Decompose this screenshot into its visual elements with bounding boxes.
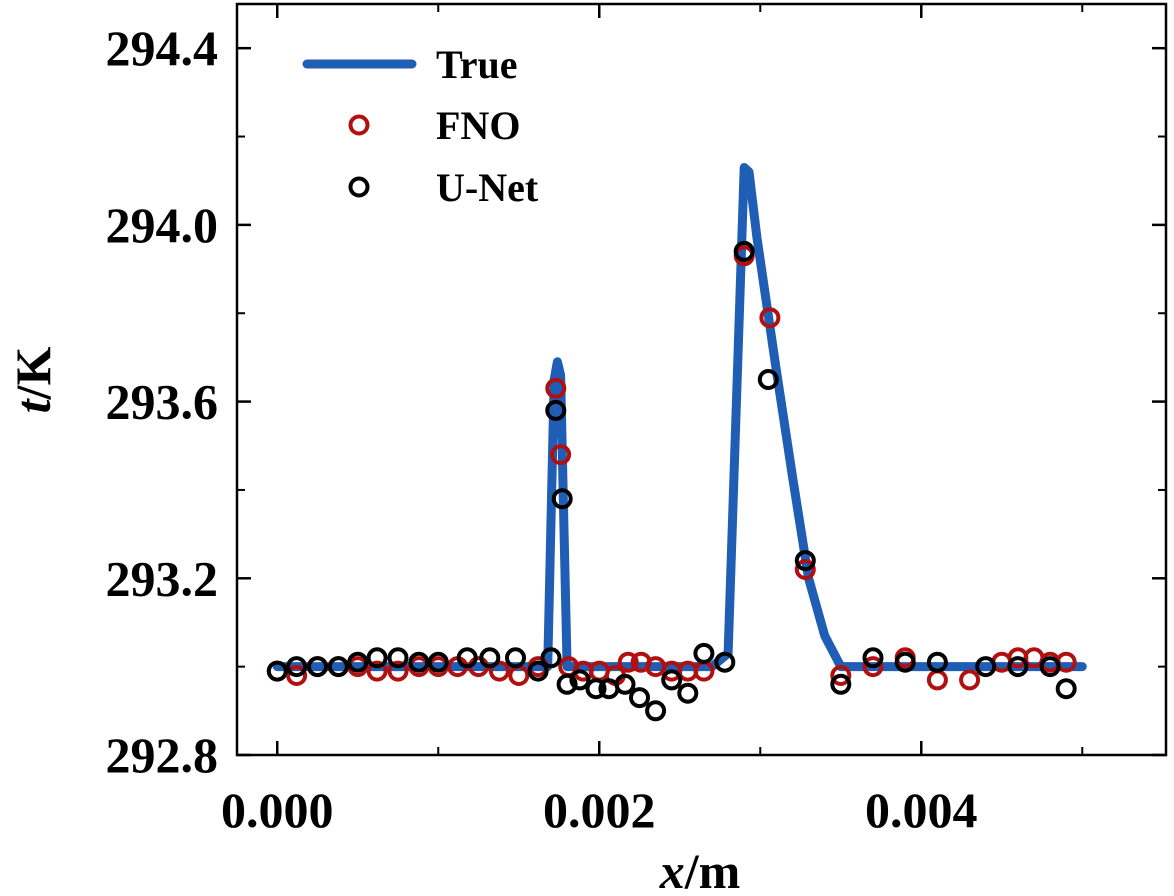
unet-point [266,660,288,682]
unet-point [551,488,573,510]
legend: True FNO U-Net [302,42,539,210]
x-axis-unit: /m [684,843,741,896]
plot-frame [235,2,1168,757]
y-tick-label: 293.2 [106,550,219,606]
legend-true-label: True [436,42,517,87]
fno-point [617,651,639,673]
scatter-series-layer [266,240,1077,722]
x-tick-label: 0.004 [865,782,978,838]
fno-point [366,660,388,682]
legend-fno-label: FNO [436,103,520,148]
fno-point [794,559,816,580]
unet-point [387,647,409,669]
unet-point [556,673,578,695]
y-axis-label: t/K [5,347,61,414]
unet-point [677,682,699,704]
unet-point [926,651,948,673]
unet-point [286,656,308,678]
fno-point [488,660,510,682]
y-tick-label: 294.4 [106,20,219,76]
unet-point [456,647,478,669]
x-tick-label: 0.000 [221,782,334,838]
unet-point [427,651,449,673]
axis-ticks [237,4,1166,757]
fno-point [550,444,572,466]
fno-point [387,660,409,682]
y-axis-unit: /K [5,347,61,401]
unet-point [1039,656,1061,678]
unet-point [733,240,755,262]
fno-point [959,669,981,691]
unet-point [830,673,852,695]
x-axis-label: x/m [659,843,741,896]
fno-point [759,307,781,329]
unet-point [545,399,567,421]
unet-point [585,678,607,700]
unet-point [540,647,562,669]
unet-point [1055,678,1077,700]
unet-point [408,651,430,673]
y-tick-labels: 292.8 293.2 293.6 294.0 294.4 [106,20,219,783]
unet-point [327,656,349,678]
unet-point [645,700,667,722]
unet-point [614,673,636,695]
unet-point [794,550,816,572]
fno-point [545,377,567,399]
unet-point [693,642,715,664]
x-axis-variable: x [659,843,685,896]
legend-unet-marker [348,176,370,198]
unet-point [366,647,388,669]
fno-point [862,656,884,678]
unet-point [479,647,501,669]
unet-point [661,669,683,691]
y-tick-label: 294.0 [106,197,219,253]
legend-unet-label: U-Net [436,165,539,210]
unet-point [975,656,997,678]
fno-point [830,665,852,686]
unet-point [757,369,779,390]
unet-point [505,647,526,669]
unet-point [527,660,549,682]
legend-fno-marker [348,114,370,136]
unet-point [307,656,328,678]
fno-point [286,665,308,686]
unet-point [862,647,884,669]
unet-point [894,651,916,673]
unet-point [347,651,369,673]
unet-point [569,669,591,691]
y-axis-variable: t [5,397,61,413]
unet-point [714,651,736,673]
y-tick-label: 293.6 [106,374,219,430]
x-tick-label: 0.002 [543,782,656,838]
unet-point [629,687,650,709]
unet-point [1007,656,1029,678]
x-tick-labels: 0.000 0.002 0.004 [221,782,978,838]
y-tick-label: 292.8 [106,727,219,783]
